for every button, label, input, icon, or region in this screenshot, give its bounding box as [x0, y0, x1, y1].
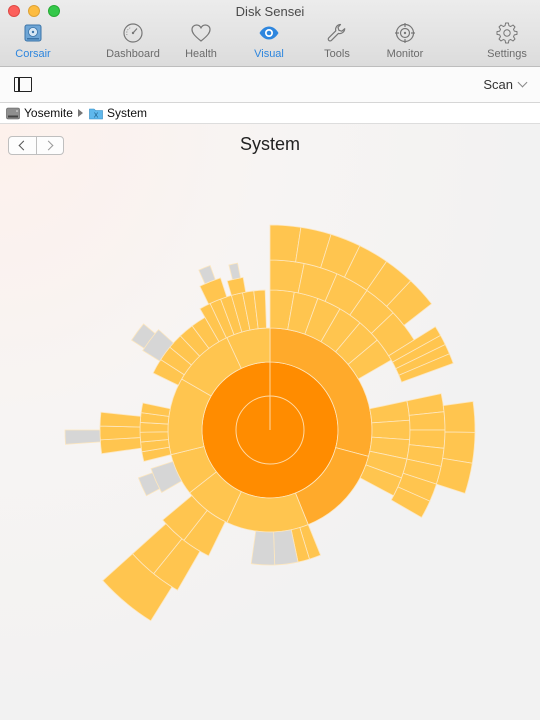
scan-label: Scan — [483, 77, 513, 92]
gear-icon — [496, 22, 518, 44]
eye-icon — [259, 26, 279, 40]
toolbar-monitor[interactable]: Monitor — [382, 22, 428, 64]
close-window-button[interactable] — [8, 5, 20, 17]
toolbar-tools-label: Tools — [324, 48, 350, 60]
sunburst-segment[interactable] — [253, 289, 267, 330]
crosshair-icon — [395, 23, 415, 43]
forward-button[interactable] — [35, 137, 64, 154]
sunburst-segment[interactable] — [442, 401, 476, 433]
toolbar-settings-label: Settings — [487, 48, 527, 60]
sunburst-segment[interactable] — [228, 262, 241, 281]
sunburst-segment[interactable] — [386, 280, 433, 326]
sunburst-segment[interactable] — [435, 457, 473, 494]
title-bar: Disk Sensei Corsair Dashboard — [0, 0, 540, 67]
sunburst-segment[interactable] — [250, 530, 276, 566]
minimize-window-button[interactable] — [28, 5, 40, 17]
toolbar-health-label: Health — [185, 48, 217, 60]
history-nav — [8, 136, 64, 155]
visual-view: System — [0, 124, 540, 720]
disk-icon — [6, 107, 20, 119]
svg-text:X: X — [94, 111, 99, 119]
breadcrumb-item-system[interactable]: X System — [89, 106, 147, 120]
sunburst-segment[interactable] — [102, 553, 173, 622]
toolbar-corsair-label: Corsair — [15, 48, 51, 60]
breadcrumb: Yosemite X System — [0, 103, 540, 124]
sunburst-segment[interactable] — [137, 472, 161, 497]
toolbar-dashboard-label: Dashboard — [106, 48, 160, 60]
sunburst-chart[interactable] — [0, 124, 540, 720]
toolbar-tools[interactable]: Tools — [318, 22, 356, 64]
sunburst-segment[interactable] — [99, 437, 142, 455]
window-title: Disk Sensei — [235, 4, 305, 19]
sunburst-segment[interactable] — [371, 419, 411, 441]
sunburst-segment[interactable] — [408, 411, 446, 431]
toolbar-visual-label: Visual — [254, 48, 284, 60]
breadcrumb-item-yosemite[interactable]: Yosemite — [6, 106, 73, 120]
sunburst-segment[interactable] — [442, 431, 476, 464]
gauge-icon — [123, 23, 143, 43]
sunburst-segment[interactable] — [369, 400, 411, 424]
sunburst-segment[interactable] — [390, 486, 431, 519]
breadcrumb-separator-icon — [78, 109, 83, 117]
secondary-toolbar: Scan — [0, 67, 540, 103]
sidebar-toggle-icon[interactable] — [14, 77, 32, 92]
scan-dropdown[interactable]: Scan — [483, 77, 528, 92]
sunburst-segment[interactable] — [226, 276, 247, 296]
sunburst-segment[interactable] — [398, 353, 454, 383]
chevron-down-icon — [517, 77, 528, 88]
breadcrumb-label: Yosemite — [24, 106, 73, 120]
sunburst-segment[interactable] — [131, 323, 156, 349]
heart-icon — [191, 24, 211, 42]
toolbar-corsair[interactable]: Corsair — [14, 22, 52, 64]
sunburst-segment[interactable] — [64, 429, 101, 445]
sunburst-segment[interactable] — [140, 402, 171, 417]
folder-icon: X — [89, 108, 103, 119]
toolbar-settings[interactable]: Settings — [484, 22, 530, 64]
sunburst-segment[interactable] — [226, 491, 309, 533]
sunburst-segment[interactable] — [198, 265, 216, 285]
sunburst-segment[interactable] — [99, 411, 142, 428]
zoom-window-button[interactable] — [48, 5, 60, 17]
hard-drive-icon — [24, 24, 42, 42]
breadcrumb-label: System — [107, 106, 148, 120]
toolbar-monitor-label: Monitor — [386, 48, 424, 60]
wrench-icon — [327, 23, 346, 42]
view-title: System — [239, 134, 300, 154]
sunburst-segment[interactable] — [99, 425, 141, 441]
toolbar-dashboard[interactable]: Dashboard — [104, 22, 162, 64]
toolbar-visual[interactable]: Visual — [250, 22, 288, 64]
toolbar-health[interactable]: Health — [182, 22, 220, 64]
